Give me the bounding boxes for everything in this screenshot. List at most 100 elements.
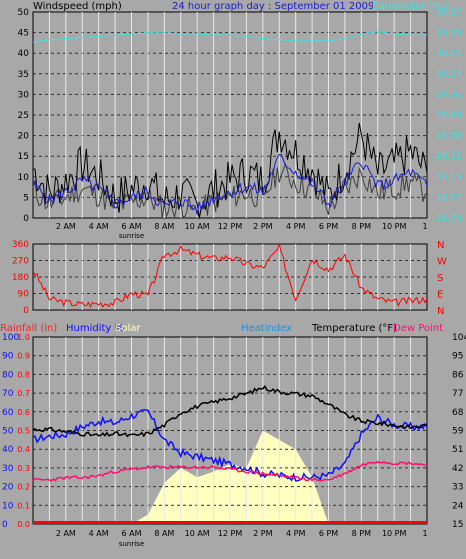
- windspeed-title: Windspeed (mph): [33, 1, 122, 12]
- temp-panel-xtick: 2 PM: [253, 529, 272, 538]
- temp-ytick: 77: [452, 389, 463, 399]
- wind-panel-xtick: 6 PM: [319, 222, 338, 231]
- rain-ytick: 0.6: [17, 408, 30, 417]
- humidity-ytick: 50: [2, 427, 14, 437]
- rain-ytick: 0.1: [17, 501, 30, 510]
- rain-ytick: 0.4: [17, 445, 30, 454]
- temp-ytick: 51: [452, 445, 463, 455]
- barometer-ytick: 30.04: [436, 70, 462, 80]
- rain-ytick: 0.8: [17, 370, 30, 379]
- humidity-ytick: 40: [2, 445, 14, 455]
- barometer-title: Barometer (in.): [372, 1, 448, 12]
- barometer-ytick: 30.21: [436, 49, 462, 59]
- temp-ytick: 86: [452, 370, 464, 380]
- humidity-ytick: 70: [2, 389, 14, 399]
- temp-panel-xtick: 8 AM: [154, 529, 174, 538]
- wind-panel-xtick: 1: [422, 222, 427, 231]
- humidity-ytick: 60: [2, 408, 14, 418]
- cardinal-label: N: [437, 306, 444, 317]
- gust-line: [32, 162, 428, 220]
- temp-ytick: 33: [452, 483, 463, 493]
- cardinal-label: E: [437, 290, 443, 301]
- rain-ytick: 0.9: [17, 352, 30, 361]
- barometer-ytick: 29.86: [436, 90, 462, 100]
- barometer-ytick: 29.32: [436, 152, 462, 162]
- solar-label: Solar: [115, 323, 141, 334]
- temperature-line: [32, 385, 428, 438]
- temp-panel-xtick: 2 AM: [56, 529, 76, 538]
- temp-panel-xtick: 12 PM: [218, 529, 243, 538]
- humidity-ytick: 30: [2, 464, 14, 474]
- wind-average-line: [32, 153, 428, 215]
- wind-ytick: 5: [23, 193, 29, 203]
- barometer-ytick: 29.15: [436, 173, 462, 183]
- temp-panel-xtick: 6 PM: [319, 529, 338, 538]
- wind-ytick: 35: [18, 70, 29, 80]
- temp-ytick: 59: [452, 427, 464, 437]
- rainfall-label: Rainfall (in): [0, 323, 57, 334]
- rain-ytick: 0.5: [17, 427, 30, 436]
- cardinal-label: W: [437, 257, 447, 268]
- temp-ytick: 24: [452, 501, 464, 511]
- graph-title: 24 hour graph day : September 01 2009: [172, 1, 374, 12]
- rain-ytick: 0.0: [17, 520, 30, 529]
- sunrise-label: sunrise: [119, 232, 144, 240]
- wind-panel-xtick: 10 AM: [185, 222, 210, 231]
- temperature-label: Temperature (°F): [311, 323, 397, 334]
- barometer-ytick: 28.79: [436, 214, 462, 224]
- wind-panel-xtick: 8 PM: [352, 222, 371, 231]
- direction-ytick: 0: [23, 306, 29, 316]
- temp-panel-xtick: 4 AM: [89, 529, 109, 538]
- humidity-ytick: 100: [2, 333, 19, 343]
- wind-ytick: 30: [18, 90, 30, 100]
- barometer-ytick: 29.50: [436, 132, 462, 142]
- wind-ytick: 40: [18, 49, 30, 59]
- wind-panel-xtick: 12 PM: [218, 222, 243, 231]
- wind-ytick: 10: [18, 173, 30, 183]
- cardinal-label: N: [437, 240, 444, 251]
- dewpoint-label: Dew Point: [393, 323, 443, 334]
- temp-panel-xtick: 6 AM: [121, 529, 141, 538]
- temp-panel-xtick: 1: [422, 529, 427, 538]
- wind-ytick: 50: [18, 8, 30, 18]
- bottom-header: Rainfall (in) Humidity % Solar Heatindex…: [0, 323, 443, 334]
- wind-ytick: 15: [18, 152, 29, 162]
- wind-panel-xtick: 4 AM: [89, 222, 109, 231]
- windspeed-line: [32, 122, 428, 219]
- temp-panel-xtick: 10 PM: [382, 529, 407, 538]
- temp-ytick: 42: [452, 464, 463, 474]
- heatindex-label: Heatindex: [241, 323, 292, 334]
- temp-panel-xtick: 4 PM: [286, 529, 305, 538]
- wind-ytick: 20: [18, 132, 30, 142]
- wind-ytick: 0: [23, 214, 29, 224]
- temp-ytick: 15: [452, 520, 463, 530]
- barometer-ytick: 29.68: [436, 111, 462, 121]
- barometer-ytick: 30.39: [436, 29, 462, 39]
- barometer-ytick: 28.97: [436, 193, 462, 203]
- barometer-ytick: 30.57: [436, 8, 462, 18]
- wind-panel-xtick: 10 PM: [382, 222, 407, 231]
- rain-ytick: 0.3: [17, 464, 30, 473]
- humidity-ytick: 90: [2, 352, 14, 362]
- rain-ytick: 0.7: [17, 389, 30, 398]
- rainfall-bar: [33, 521, 427, 524]
- wind-ytick: 25: [18, 111, 29, 121]
- direction-ytick: 360: [12, 240, 29, 250]
- wind-panel-xtick: 4 PM: [286, 222, 305, 231]
- temp-ytick: 104: [452, 333, 466, 343]
- temp-ytick: 68: [452, 408, 464, 418]
- temp-ytick: 95: [452, 352, 463, 362]
- temperature-humidity-panel: 0 10 20 30 40 50 60 70 80 90 100 0.0 0.1 0.2 0.3 0.4 0.5…: [2, 333, 466, 548]
- wind-panel-xtick: 2 AM: [56, 222, 76, 231]
- direction-ytick: 270: [12, 257, 29, 267]
- humidity-line: [32, 409, 428, 482]
- temp-panel-xtick: 8 PM: [352, 529, 371, 538]
- rain-ytick: 0.2: [17, 483, 30, 492]
- wind-barometer-panel: 0 5 10 15 20 25 30 35 40 45 50 28.79 28.97 29.15 29.32…: [18, 8, 462, 240]
- barometer-line: [32, 31, 427, 43]
- cardinal-label: S: [437, 273, 443, 284]
- rain-ytick: 1.0: [17, 333, 30, 342]
- humidity-ytick: 10: [2, 501, 14, 511]
